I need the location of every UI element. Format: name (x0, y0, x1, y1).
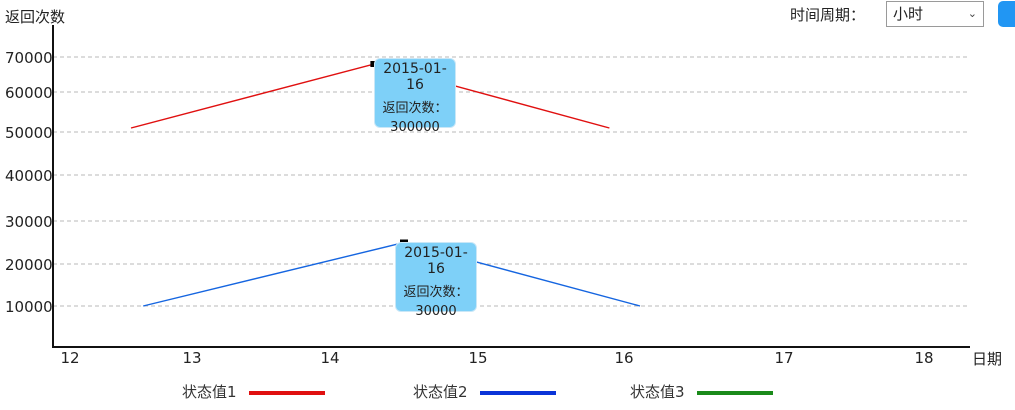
y-tick-label: 50000 (5, 124, 53, 142)
legend-label: 状态值3 (630, 383, 685, 401)
query-button[interactable] (998, 1, 1015, 27)
legend-item-1[interactable]: 状态值1 (182, 381, 325, 402)
period-select[interactable]: 小时 ⌄ (886, 1, 984, 27)
x-tick-label: 14 (320, 349, 339, 367)
y-tick-label: 20000 (5, 256, 53, 274)
tooltip-date: 2015-01-16 (404, 245, 468, 277)
legend-label: 状态值2 (413, 383, 468, 401)
legend-item-2[interactable]: 状态值2 (413, 381, 556, 402)
tooltip-label: 返回次数： (403, 285, 469, 300)
chevron-down-icon: ⌄ (967, 7, 977, 20)
legend-swatch (696, 390, 773, 395)
tooltip-value: 300000 (390, 120, 440, 135)
tooltip-value: 30000 (415, 304, 457, 319)
period-select-value: 小时 (893, 5, 924, 23)
series-line-1 (130, 63, 610, 129)
x-axis-title: 日期 (972, 350, 1003, 368)
y-tick-label: 40000 (5, 167, 53, 185)
period-label: 时间周期： (790, 6, 866, 24)
legend-swatch (248, 390, 325, 395)
series-line-2 (143, 241, 641, 307)
x-tick-label: 18 (914, 349, 933, 367)
x-tick-label: 12 (60, 349, 79, 367)
legend-item-3[interactable]: 状态值3 (630, 381, 773, 402)
y-tick-label: 30000 (5, 213, 53, 231)
y-axis-title: 返回次数 (5, 8, 66, 26)
x-tick-label: 17 (774, 349, 793, 367)
tooltip-label: 返回次数： (382, 101, 448, 116)
tooltip-date: 2015-01-16 (383, 61, 447, 93)
y-tick-label: 60000 (5, 84, 53, 102)
y-tick-label: 70000 (5, 49, 53, 67)
y-tick-label: 10000 (5, 298, 53, 316)
legend-swatch (479, 390, 556, 395)
x-tick-label: 13 (182, 349, 201, 367)
x-tick-label: 15 (468, 349, 487, 367)
tooltip-series-1: 2015-01-16 返回次数： 300000 (374, 58, 456, 135)
tooltip-series-2: 2015-01-16 返回次数： 30000 (395, 242, 477, 319)
x-tick-label: 16 (614, 349, 633, 367)
legend-label: 状态值1 (182, 383, 237, 401)
